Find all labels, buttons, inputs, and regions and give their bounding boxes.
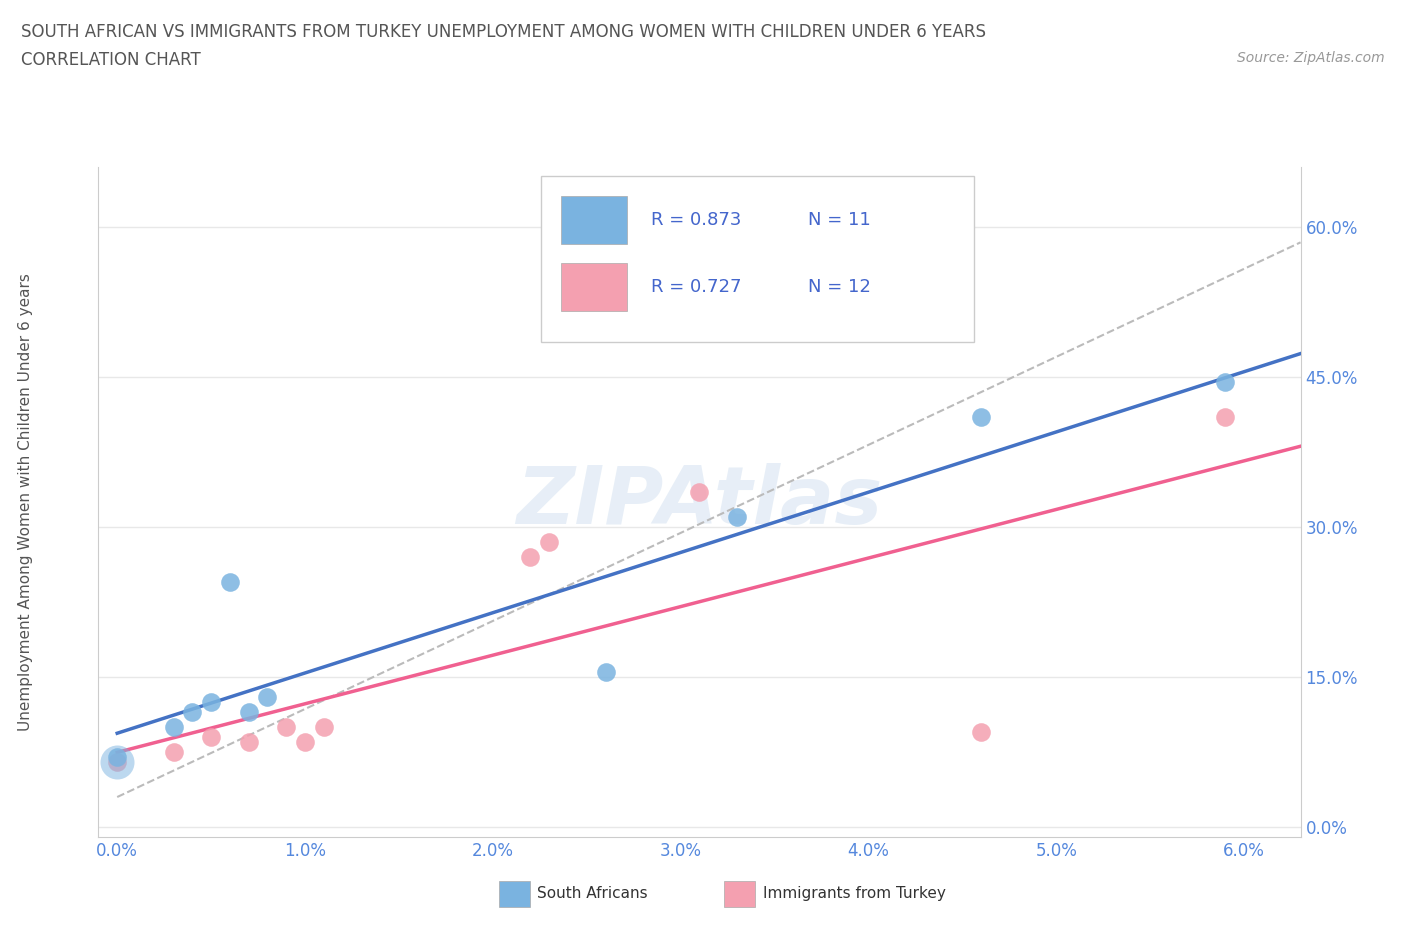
Point [725, 510, 748, 525]
Point [256, 690, 278, 705]
Text: CORRELATION CHART: CORRELATION CHART [21, 51, 201, 69]
Point [105, 750, 128, 764]
Point [294, 735, 316, 750]
Point [162, 720, 184, 735]
Point [276, 720, 298, 735]
Text: N = 11: N = 11 [807, 211, 870, 230]
Point [970, 410, 993, 425]
Text: Source: ZipAtlas.com: Source: ZipAtlas.com [1237, 51, 1385, 65]
Text: N = 12: N = 12 [807, 278, 870, 297]
Point [238, 705, 260, 720]
Text: South Africans: South Africans [537, 886, 648, 901]
Point [538, 535, 561, 550]
Text: R = 0.873: R = 0.873 [651, 211, 742, 230]
FancyBboxPatch shape [561, 263, 627, 312]
Point [238, 735, 260, 750]
FancyBboxPatch shape [561, 196, 627, 245]
Text: Unemployment Among Women with Children Under 6 years: Unemployment Among Women with Children U… [18, 273, 32, 731]
Text: ZIPAtlas: ZIPAtlas [516, 463, 883, 541]
Point [105, 754, 128, 769]
Point [970, 724, 993, 739]
Point [595, 665, 617, 680]
Point [1215, 410, 1237, 425]
Point [1215, 375, 1237, 390]
Point [200, 730, 222, 745]
FancyBboxPatch shape [541, 176, 973, 342]
Point [312, 720, 335, 735]
Point [181, 705, 204, 720]
Point [219, 575, 242, 590]
Point [200, 695, 222, 710]
Point [162, 745, 184, 760]
Text: R = 0.727: R = 0.727 [651, 278, 742, 297]
Point [688, 485, 710, 499]
Point [519, 550, 541, 565]
Point [105, 754, 128, 769]
Text: Immigrants from Turkey: Immigrants from Turkey [763, 886, 946, 901]
Text: SOUTH AFRICAN VS IMMIGRANTS FROM TURKEY UNEMPLOYMENT AMONG WOMEN WITH CHILDREN U: SOUTH AFRICAN VS IMMIGRANTS FROM TURKEY … [21, 23, 986, 41]
